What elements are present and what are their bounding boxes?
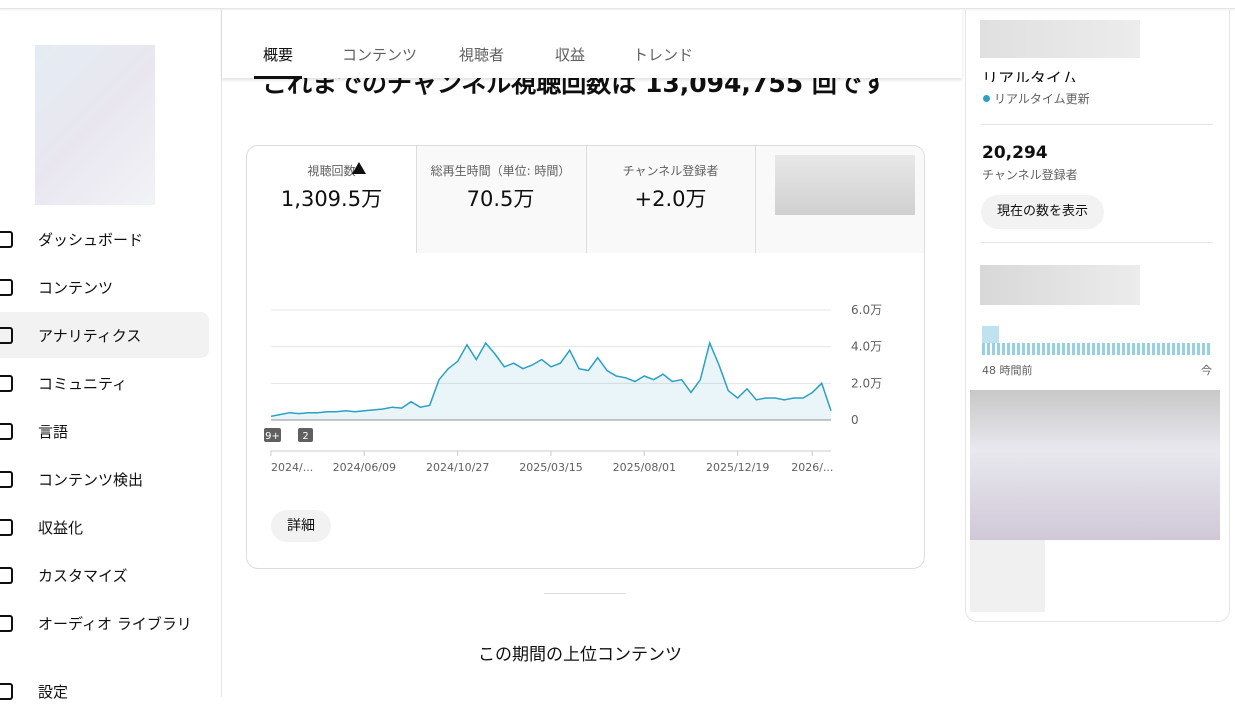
x-tick-label: 2025/12/19 bbox=[706, 461, 769, 474]
nav-item[interactable]: コンテンツ bbox=[0, 264, 209, 310]
tab-bar: 概要 コンテンツ 視聴者 収益 トレンド bbox=[222, 10, 962, 79]
area bbox=[271, 343, 831, 420]
nav-label: コミュニティ bbox=[38, 374, 128, 393]
card bbox=[246, 145, 925, 569]
x-tick-label: 2024/... bbox=[271, 461, 313, 474]
nav-label: 設定 bbox=[38, 682, 69, 701]
annotation-label: 2 bbox=[302, 431, 308, 442]
nav-icon bbox=[0, 422, 13, 440]
nav-icon bbox=[0, 518, 13, 536]
tab-underline bbox=[254, 76, 302, 79]
y-tick-label: 6.0万 bbox=[851, 303, 882, 317]
realtime-panel bbox=[965, 10, 1230, 622]
details-button[interactable]: 詳細 bbox=[271, 510, 331, 542]
line bbox=[270, 340, 832, 418]
metric-tile bbox=[416, 146, 586, 253]
show-count-button[interactable]: 現在の数を表示 bbox=[981, 195, 1105, 229]
subscriber-count: 20,294 bbox=[982, 143, 1048, 163]
section-title: この期間の上位コンテンツ bbox=[478, 645, 682, 665]
avatar-blur bbox=[35, 45, 155, 205]
x-tick-label: 2025/03/15 bbox=[519, 461, 582, 474]
divider bbox=[981, 242, 1213, 243]
top-bar bbox=[0, 0, 1235, 9]
nav-item[interactable]: コミュニティ bbox=[0, 360, 209, 406]
mini-chart bbox=[982, 343, 1212, 355]
metric-blur bbox=[775, 155, 915, 215]
mini-end-label: 今 bbox=[1201, 364, 1212, 377]
metric-label: 視聴回数 bbox=[307, 164, 356, 178]
metric-value: 1,309.5万 bbox=[280, 187, 383, 211]
realtime-title-clip: リアルタイム bbox=[982, 62, 1182, 82]
nav-label: アナリティクス bbox=[38, 326, 142, 345]
divider bbox=[981, 124, 1213, 125]
nav-icon bbox=[0, 614, 13, 632]
panel-head-blur bbox=[980, 20, 1140, 58]
nav-icon bbox=[0, 326, 13, 344]
nav-label: 言語 bbox=[38, 422, 69, 441]
nav-label: カスタマイズ bbox=[38, 566, 128, 585]
list-blur bbox=[970, 390, 1220, 540]
tab[interactable]: 収益 bbox=[555, 46, 586, 64]
nav-label: 収益化 bbox=[38, 518, 84, 537]
list-blur bbox=[970, 540, 1045, 612]
nav-icon bbox=[0, 470, 13, 488]
metric-value: +2.0万 bbox=[634, 187, 707, 211]
x-tick-label: 2024/06/09 bbox=[333, 461, 396, 474]
nav-icon bbox=[0, 230, 13, 248]
y-tick-label: 0 bbox=[851, 413, 859, 427]
nav-icon bbox=[0, 566, 13, 584]
y-tick-label: 4.0万 bbox=[851, 340, 882, 354]
x-tick-label: 2024/10/27 bbox=[426, 461, 489, 474]
metric-value: 70.5万 bbox=[466, 187, 535, 211]
chart: 0 2.0万 4.0万 6.0万 2024/... 2024/06/09 2024/10/2… bbox=[264, 303, 882, 474]
nav-label: ダッシュボード bbox=[38, 230, 144, 249]
mini-start-label: 48 時間前 bbox=[982, 364, 1033, 377]
nav-icon bbox=[0, 278, 13, 296]
nav-item[interactable]: カスタマイズ bbox=[0, 552, 209, 598]
metric-label: チャンネル登録者 bbox=[622, 164, 719, 178]
nav-item[interactable]: 言語 bbox=[0, 408, 209, 454]
nav-icon bbox=[0, 374, 13, 392]
nav-label: コンテンツ bbox=[38, 278, 114, 297]
metric-tile bbox=[586, 146, 756, 253]
annotation-badge bbox=[298, 428, 313, 442]
realtime-title: リアルタイム bbox=[982, 69, 1078, 82]
x-tick-label: 2025/08/01 bbox=[613, 461, 676, 474]
tab[interactable]: トレンド bbox=[633, 46, 694, 64]
metric-label: 総再生時間（単位: 時間） bbox=[430, 164, 571, 178]
annotation-label: 9+ bbox=[265, 431, 280, 442]
nav-item[interactable]: オーディオ ライブラリ bbox=[0, 600, 209, 646]
nav-item[interactable]: コンテンツ検出 bbox=[0, 456, 209, 502]
nav-item[interactable]: ダッシュボード bbox=[0, 216, 209, 262]
nav-label: オーディオ ライブラリ bbox=[38, 614, 192, 633]
tab[interactable]: 視聴者 bbox=[459, 46, 505, 64]
realtime-status: リアルタイム更新 bbox=[994, 92, 1090, 106]
subscriber-label: チャンネル登録者 bbox=[982, 168, 1078, 182]
y-tick-label: 2.0万 bbox=[851, 376, 882, 390]
tab[interactable]: コンテンツ bbox=[342, 46, 418, 64]
live-dot bbox=[983, 95, 990, 102]
nav-item[interactable]: 収益化 bbox=[0, 504, 209, 550]
nav-label: コンテンツ検出 bbox=[38, 470, 144, 489]
realtime-blur bbox=[980, 265, 1140, 305]
annotation-badge bbox=[264, 428, 281, 442]
divider bbox=[544, 593, 626, 594]
mini-chart-peak bbox=[982, 326, 999, 343]
nav-item[interactable]: アナリティクス bbox=[0, 312, 209, 358]
warning-icon bbox=[352, 162, 366, 174]
x-tick-label: 2026/... bbox=[791, 461, 833, 474]
tab[interactable]: 概要 bbox=[263, 46, 294, 64]
sidebar-border bbox=[221, 9, 222, 697]
